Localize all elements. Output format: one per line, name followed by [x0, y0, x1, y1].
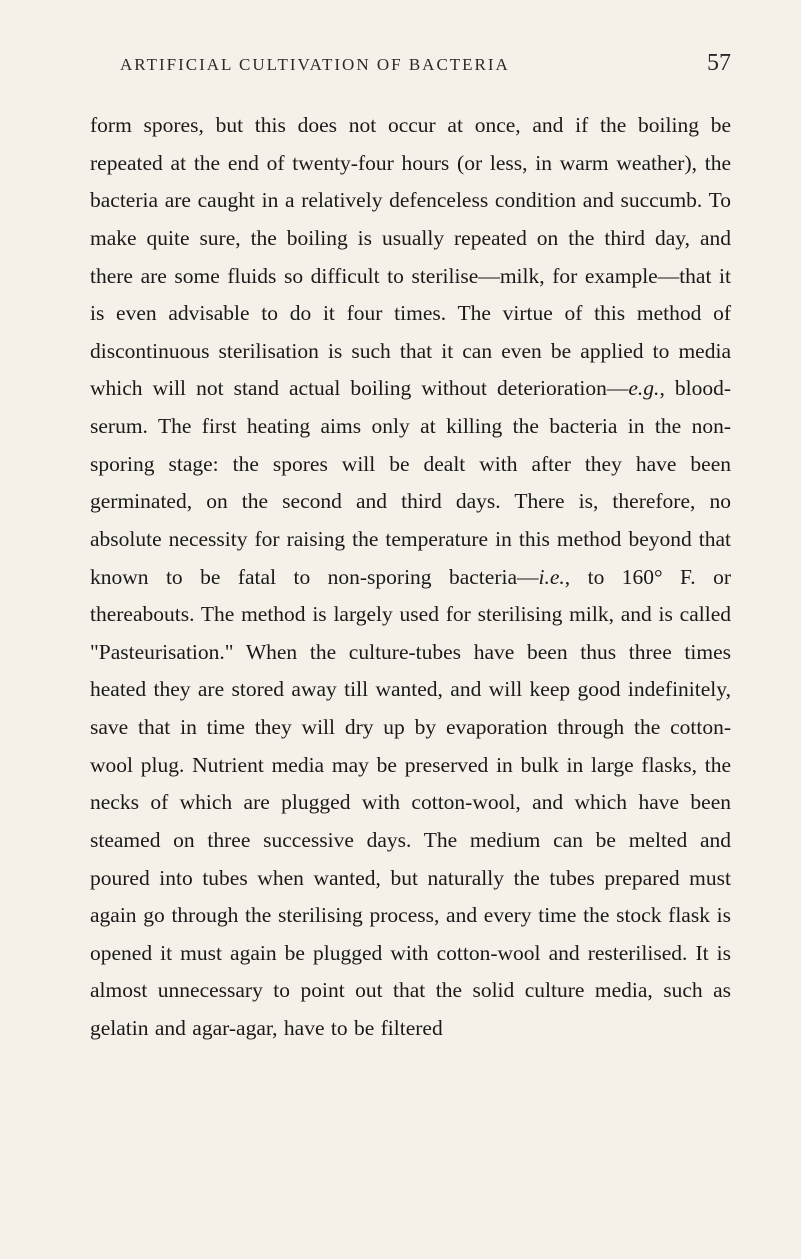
body-text-part-1: form spores, but this does not occur at …	[90, 113, 731, 400]
page-number: 57	[707, 50, 731, 77]
page-container: ARTIFICIAL CULTIVATION OF BACTERIA 57 fo…	[90, 50, 731, 1209]
italic-ie: i.e.	[539, 565, 565, 589]
italic-eg: e.g.	[628, 376, 659, 400]
body-paragraph: form spores, but this does not occur at …	[90, 107, 731, 1048]
body-text-part-2: , blood-serum. The first heating aims on…	[90, 376, 731, 588]
body-text-part-3: , to 160° F. or thereabouts. The method …	[90, 565, 731, 1041]
page-header: ARTIFICIAL CULTIVATION OF BACTERIA 57	[90, 50, 731, 77]
header-title: ARTIFICIAL CULTIVATION OF BACTERIA	[120, 55, 510, 75]
